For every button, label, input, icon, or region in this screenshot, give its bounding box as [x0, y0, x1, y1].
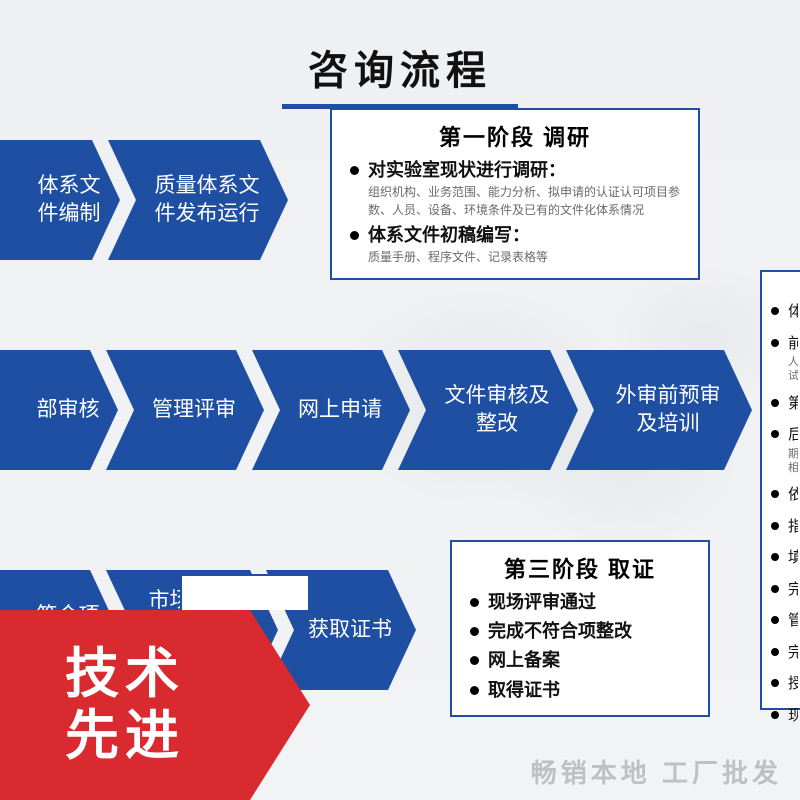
flow-step: 部审核 [0, 350, 118, 470]
phase2-box-cutoff: 体前人试第后期相依指填完管完授现 [760, 270, 800, 710]
badge-line2: 先进 [65, 705, 185, 767]
phase3-bullet: 网上备案 [466, 648, 694, 673]
promo-badge: 技术 先进 [0, 610, 250, 800]
phase2-bullet-cutoff: 前 [768, 334, 798, 354]
phase2-bullet-cutoff: 填 [768, 548, 798, 568]
phase1-title: 第一阶段 调研 [346, 120, 684, 152]
phase2-bullet-cutoff: 依 [768, 485, 798, 505]
phase1-bullet-detail: 组织机构、业务范围、能力分析、拟申请的认证认可项目参数、人员、设备、环境条件及已… [346, 183, 684, 219]
canvas: 咨询流程 体系文 件编制质量体系文 件发布运行 部审核 管理评审 网上申请 文件审核及… [0, 0, 800, 800]
phase2-bullet-cutoff: 管 [768, 611, 798, 631]
phase3-box: 第三阶段 取证 现场评审通过完成不符合项整改网上备案取得证书 [450, 540, 710, 717]
phase1-bullet: 体系文件初稿编写： [346, 223, 684, 248]
flow-step-label: 网上申请 [298, 396, 382, 424]
title-wrap: 咨询流程 [0, 38, 800, 109]
phase2-bullet-cutoff: 现 [768, 706, 798, 726]
flow-step: 文件审核及 整改 [398, 350, 578, 470]
phase2-bullet-detail-cutoff: 人 [768, 355, 798, 369]
flow-step: 管理评审 [106, 350, 264, 470]
phase2-bullet-detail-cutoff: 试 [768, 369, 798, 383]
flow-step-label: 外审前预审 及培训 [616, 382, 721, 439]
phase2-list: 体前人试第后期相依指填完管完授现 [768, 302, 798, 725]
footer-caption: 畅销本地 工厂批发 [531, 753, 782, 790]
phase3-bullet: 现场评审通过 [466, 590, 694, 615]
flow-step-label: 质量体系文 件发布运行 [155, 172, 260, 229]
phase2-bullet-cutoff: 后 [768, 425, 798, 445]
phase2-bullet-detail-cutoff: 相 [768, 461, 798, 475]
badge-line1: 技术 [65, 643, 185, 705]
phase2-bullet-cutoff: 指 [768, 517, 798, 537]
phase3-bullet: 完成不符合项整改 [466, 619, 694, 644]
page-title: 咨询流程 [282, 38, 518, 109]
flow-step-label: 获取证书 [308, 616, 392, 644]
phase1-bullet: 对实验室现状进行调研： [346, 158, 684, 183]
flow-step-label: 体系文 件编制 [38, 172, 101, 229]
flow-step: 外审前预审 及培训 [566, 350, 752, 470]
flow-row-1: 体系文 件编制质量体系文 件发布运行 [0, 140, 288, 260]
flow-step: 体系文 件编制 [0, 140, 120, 260]
flow-step-label: 管理评审 [152, 396, 236, 424]
flow-step: 质量体系文 件发布运行 [108, 140, 288, 260]
flow-step-label: 文件审核及 整改 [445, 382, 550, 439]
flow-step: 网上申请 [252, 350, 410, 470]
phase2-bullet-cutoff: 完 [768, 580, 798, 600]
phase3-list: 现场评审通过完成不符合项整改网上备案取得证书 [466, 590, 694, 703]
phase2-bullet-detail-cutoff: 期 [768, 447, 798, 461]
phase1-box: 第一阶段 调研 对实验室现状进行调研：组织机构、业务范围、能力分析、拟申请的认证… [330, 108, 700, 280]
phase2-bullet-cutoff: 体 [768, 302, 798, 322]
phase1-list: 对实验室现状进行调研：组织机构、业务范围、能力分析、拟申请的认证认可项目参数、人… [346, 158, 684, 266]
phase1-bullet-detail: 质量手册、程序文件、记录表格等 [346, 248, 684, 266]
phase3-bullet: 取得证书 [466, 678, 694, 703]
phase2-bullet-cutoff: 第 [768, 394, 798, 414]
phase3-title: 第三阶段 取证 [466, 552, 694, 584]
phase2-bullet-cutoff: 完 [768, 643, 798, 663]
flow-row-2: 部审核 管理评审 网上申请 文件审核及 整改 外审前预审 及培训 [0, 350, 752, 470]
flow-step-label: 部审核 [37, 396, 100, 424]
cutoff-box-fragment [180, 574, 310, 610]
phase2-bullet-cutoff: 授 [768, 674, 798, 694]
